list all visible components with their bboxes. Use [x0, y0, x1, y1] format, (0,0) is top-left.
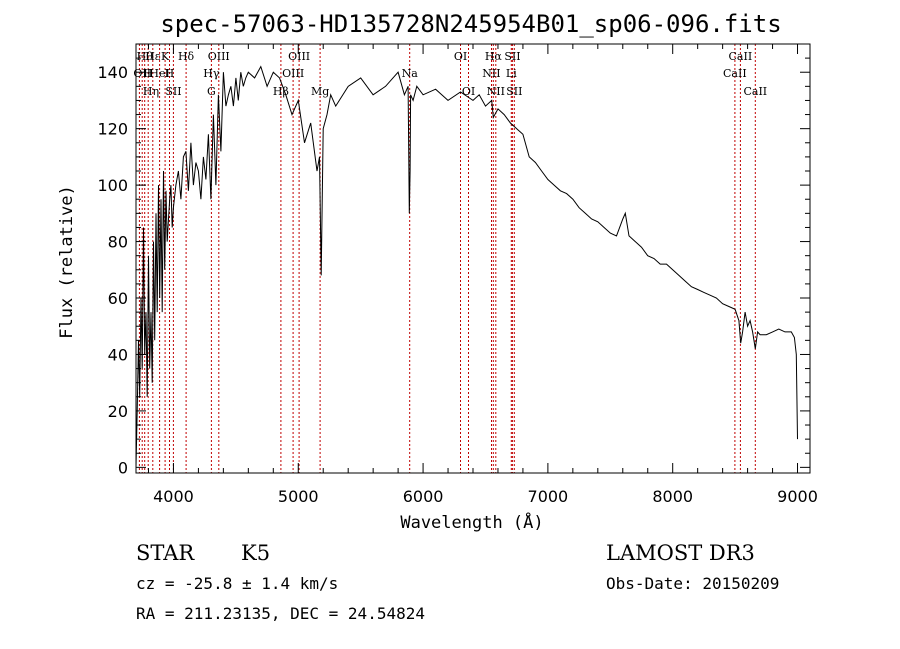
line-label: SII [165, 85, 181, 98]
line-label: Hη [143, 85, 159, 98]
y-tick-label: 140 [97, 63, 128, 82]
y-axis-label: Flux (relative) [57, 185, 77, 339]
line-label: CaII [743, 85, 767, 98]
line-label: OII [133, 67, 151, 80]
line-label: OI [454, 50, 467, 63]
line-label: NII [482, 67, 500, 80]
line-label: Hγ [203, 67, 220, 80]
object-class: STAR [136, 541, 195, 565]
x-tick-label: 5000 [278, 487, 319, 506]
line-label: CaII [729, 50, 753, 63]
x-tick-label: 7000 [528, 487, 569, 506]
line-label: OIII [288, 50, 310, 63]
y-tick-label: 80 [108, 233, 128, 252]
x-tick-label: 9000 [777, 487, 818, 506]
x-tick-label: 6000 [403, 487, 444, 506]
x-tick-label: 8000 [652, 487, 693, 506]
y-axis: 0 20 40 60 80 100 120 140 [97, 57, 810, 477]
y-tick-label: 40 [108, 345, 128, 364]
obs-date: Obs-Date: 20150209 [606, 574, 779, 593]
spectrum-line [135, 65, 798, 468]
line-label: Hθ [137, 50, 154, 63]
x-tick-label: 4000 [153, 487, 194, 506]
line-label: SII [504, 50, 520, 63]
line-labels: OII Hθ H Hη Hε HeI KH SII Hδ Hγ G OIII Hβ OIII OIII Mg N… [133, 50, 767, 98]
coordinates: RA = 211.23135, DEC = 24.54824 [136, 604, 425, 623]
line-label: Hα [485, 50, 503, 63]
y-tick-label: 60 [108, 289, 128, 308]
line-label: Mg [311, 85, 329, 98]
y-tick-label: 0 [118, 458, 128, 477]
y-tick-label: 100 [97, 176, 128, 195]
survey-name: LAMOST DR3 [606, 541, 755, 565]
chart-title: spec-57063-HD135728N245954B01_sp06-096.f… [160, 10, 781, 38]
redshift-readout: cz = -25.8 ± 1.4 km/s [136, 574, 338, 593]
line-markers [138, 44, 756, 473]
object-subclass: K5 [241, 541, 270, 565]
line-label: G [207, 85, 216, 98]
line-label: NII [487, 85, 505, 98]
line-label: OIII [208, 50, 230, 63]
line-label: Hδ [178, 50, 195, 63]
line-label: K [161, 50, 170, 63]
y-tick-label: 120 [97, 120, 128, 139]
line-label: Hε [145, 50, 161, 63]
x-axis-label: Wavelength (Å) [400, 511, 543, 533]
line-label: H [143, 67, 153, 80]
x-axis: 4000 5000 6000 7000 8000 9000 [147, 44, 818, 506]
line-label: HeI [149, 67, 169, 80]
y-tick-label: 20 [108, 402, 128, 421]
line-label: SII [506, 85, 522, 98]
line-label: OIII [282, 67, 304, 80]
line-label: H [165, 67, 175, 80]
line-label: Li [506, 67, 517, 80]
line-label: CaII [723, 67, 747, 80]
line-label: OI [462, 85, 475, 98]
plot-frame [135, 43, 811, 474]
line-label: Hβ [273, 85, 289, 98]
line-label: Na [402, 67, 419, 80]
